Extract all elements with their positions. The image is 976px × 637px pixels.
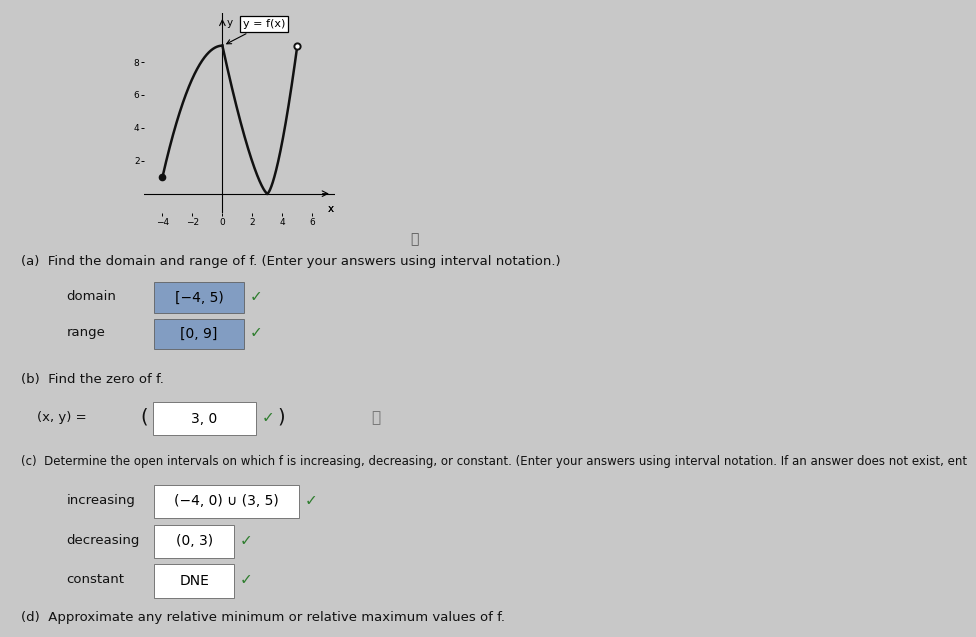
Text: (0, 3): (0, 3): [176, 534, 213, 548]
Text: x: x: [327, 204, 334, 213]
Text: ✓: ✓: [240, 533, 253, 548]
Text: y = f(x): y = f(x): [226, 19, 286, 44]
Text: ✓: ✓: [250, 289, 263, 304]
Text: ✓: ✓: [305, 492, 317, 508]
FancyBboxPatch shape: [154, 485, 299, 518]
Text: ): ): [277, 408, 285, 427]
FancyBboxPatch shape: [154, 282, 244, 313]
Text: (b)  Find the zero of f.: (b) Find the zero of f.: [21, 373, 164, 385]
Text: ⓘ: ⓘ: [411, 232, 419, 246]
FancyBboxPatch shape: [154, 318, 244, 349]
Text: (−4, 0) ∪ (3, 5): (−4, 0) ∪ (3, 5): [174, 494, 279, 508]
Text: x: x: [327, 204, 334, 213]
FancyBboxPatch shape: [153, 402, 256, 435]
Text: increasing: increasing: [66, 494, 136, 506]
Text: DNE: DNE: [180, 574, 209, 588]
Text: ✓: ✓: [240, 572, 253, 587]
Text: (a)  Find the domain and range of f. (Enter your answers using interval notation: (a) Find the domain and range of f. (Ent…: [21, 255, 561, 268]
Text: ✓: ✓: [262, 410, 274, 425]
Text: range: range: [66, 326, 105, 339]
Text: [0, 9]: [0, 9]: [181, 327, 218, 341]
Text: decreasing: decreasing: [66, 534, 140, 547]
Text: 3, 0: 3, 0: [191, 412, 218, 426]
Text: constant: constant: [66, 573, 124, 586]
FancyBboxPatch shape: [154, 564, 234, 598]
Text: ✓: ✓: [250, 325, 263, 340]
Text: y: y: [226, 18, 233, 27]
Text: (d)  Approximate any relative minimum or relative maximum values of f.: (d) Approximate any relative minimum or …: [21, 612, 506, 624]
Text: ⮤: ⮤: [371, 410, 381, 425]
Text: (: (: [141, 408, 148, 427]
FancyBboxPatch shape: [154, 525, 234, 558]
Text: [−4, 5): [−4, 5): [175, 290, 224, 304]
Text: (x, y) =: (x, y) =: [37, 411, 87, 424]
Text: domain: domain: [66, 290, 116, 303]
Text: (c)  Determine the open intervals on which f is increasing, decreasing, or const: (c) Determine the open intervals on whic…: [21, 455, 967, 468]
